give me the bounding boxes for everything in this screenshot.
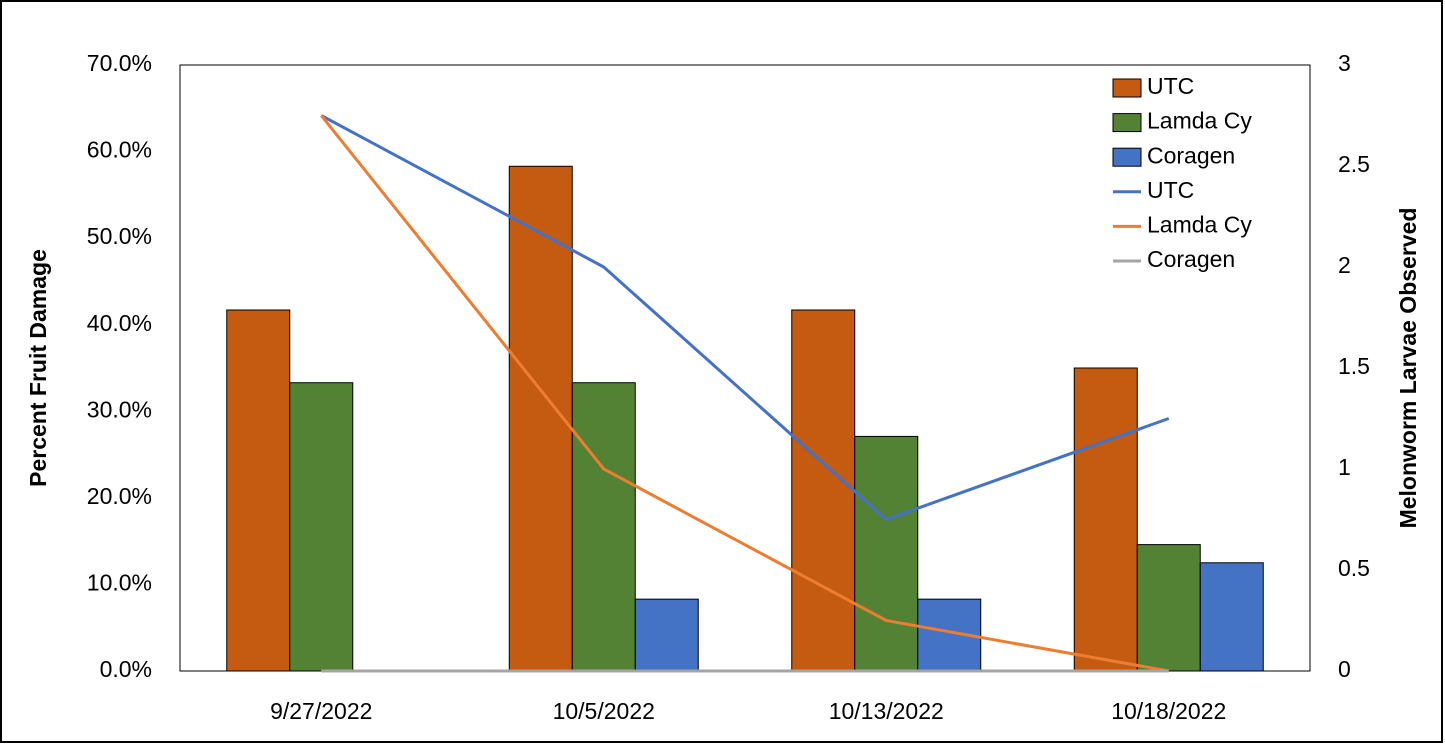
y2-tick-label: 3 [1338, 50, 1351, 76]
y2-tick-label: 2 [1338, 252, 1351, 278]
x-tick-label: 10/5/2022 [553, 698, 655, 724]
x-tick-label: 10/18/2022 [1111, 698, 1226, 724]
bar [791, 309, 856, 672]
y2-tick-label: 1.5 [1338, 353, 1370, 379]
x-tick-label: 9/27/2022 [270, 698, 372, 724]
y-axis-title: Percent Fruit Damage [25, 249, 51, 487]
bar [571, 382, 636, 672]
y2-tick-label: 0.5 [1338, 555, 1370, 581]
y-tick-label: 30.0% [87, 396, 152, 422]
y-tick-label: 0.0% [100, 656, 152, 682]
legend-swatch [1112, 78, 1142, 98]
y-tick-label: 70.0% [87, 50, 152, 76]
line [320, 114, 1170, 673]
y2-tick-label: 2.5 [1338, 151, 1370, 177]
bar [289, 382, 354, 672]
y-tick-label: 60.0% [87, 137, 152, 163]
y2-tick-label: 1 [1338, 454, 1351, 480]
bar [1073, 367, 1138, 672]
y-tick-label: 20.0% [87, 483, 152, 509]
legend-label: Lamda Cy [1147, 108, 1252, 134]
y2-tick-label: 0 [1338, 656, 1351, 682]
legend-label: Lamda Cy [1147, 211, 1252, 237]
legend-label: Coragen [1147, 142, 1235, 168]
legend-swatch [1112, 147, 1142, 167]
y2-axis-title: Melonworm Larvae Observed [1395, 208, 1421, 529]
y-tick-label: 40.0% [87, 310, 152, 336]
x-tick-label: 10/13/2022 [829, 698, 944, 724]
legend-label: Coragen [1147, 246, 1235, 272]
bar [226, 309, 291, 672]
line [320, 114, 1170, 522]
y-tick-label: 50.0% [87, 223, 152, 249]
bar [1136, 544, 1201, 672]
y-tick-label: 10.0% [87, 570, 152, 596]
bar [1199, 562, 1264, 672]
legend-swatch [1112, 113, 1142, 133]
bar [854, 435, 919, 672]
legend-label: UTC [1147, 73, 1194, 99]
bar [634, 598, 699, 672]
legend-label: UTC [1147, 177, 1194, 203]
